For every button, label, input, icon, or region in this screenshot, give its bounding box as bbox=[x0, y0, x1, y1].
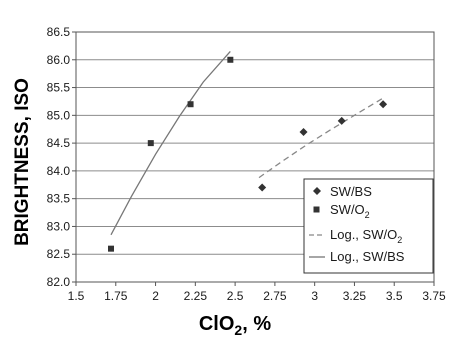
data-point-square bbox=[187, 101, 194, 108]
data-point-square bbox=[147, 140, 154, 147]
data-point-square bbox=[227, 56, 234, 63]
y-tick-label: 86.5 bbox=[47, 25, 71, 39]
x-tick-label: 1.5 bbox=[68, 289, 85, 303]
data-point-diamond bbox=[299, 128, 308, 136]
data-points bbox=[108, 56, 388, 252]
x-tick-label: 3.5 bbox=[386, 289, 403, 303]
plot-area-frame bbox=[75, 31, 435, 283]
gridlines bbox=[76, 59, 434, 255]
y-tick-label: 83.5 bbox=[47, 192, 71, 206]
legend-label-log-sw-bs: Log., SW/BS bbox=[330, 249, 405, 264]
data-point-square bbox=[108, 245, 115, 252]
data-point-diamond bbox=[337, 116, 346, 125]
legend-box bbox=[303, 178, 434, 274]
legend-label-sw-bs: SW/BS bbox=[330, 184, 372, 199]
trendline bbox=[110, 50, 231, 236]
x-tick-label: 2.75 bbox=[263, 289, 287, 303]
x-tick-label: 1.75 bbox=[104, 289, 128, 303]
y-tick-label: 84.5 bbox=[47, 136, 71, 150]
y-tick-label: 82.5 bbox=[47, 247, 71, 261]
y-tick-label: 85.0 bbox=[47, 108, 71, 122]
x-axis-ticks: 1.5 1.75 2 2.25 2.5 2.75 3 3.25 3.5 3.75 bbox=[68, 282, 446, 303]
x-tick-label: 3.25 bbox=[343, 289, 367, 303]
legend-label-sw-o2: SW/O2 bbox=[330, 202, 370, 220]
x-tick-label: 3.75 bbox=[422, 289, 446, 303]
data-point-diamond bbox=[379, 100, 388, 109]
y-axis-title: BRIGHTNESS, ISO bbox=[12, 78, 33, 246]
data-point-diamond bbox=[258, 183, 267, 192]
x-tick-label: 2.5 bbox=[227, 289, 244, 303]
legend: SW/BS SW/O2 Log., SW/O2 Log., SW/BS bbox=[303, 178, 434, 274]
legend-square-marker bbox=[313, 206, 320, 213]
y-tick-label: 85.5 bbox=[47, 81, 71, 95]
trendlines bbox=[110, 50, 384, 236]
y-tick-label: 86.0 bbox=[47, 53, 71, 67]
legend-diamond-marker bbox=[313, 187, 321, 195]
x-tick-label: 2.25 bbox=[184, 289, 208, 303]
y-tick-label: 82.0 bbox=[47, 275, 71, 289]
y-tick-label: 84.0 bbox=[47, 164, 71, 178]
y-tick-label: 83.0 bbox=[47, 219, 71, 233]
legend-label-log-sw-o2: Log., SW/O2 bbox=[330, 227, 402, 245]
x-tick-label: 3 bbox=[311, 289, 318, 303]
x-tick-label: 2 bbox=[152, 289, 159, 303]
x-axis-title: ClO2, % bbox=[199, 313, 271, 338]
y-axis-ticks: 82.0 82.5 83.0 83.5 84.0 84.5 85.0 85.5 86.0 86.5 bbox=[47, 25, 76, 289]
trendline bbox=[258, 97, 384, 179]
